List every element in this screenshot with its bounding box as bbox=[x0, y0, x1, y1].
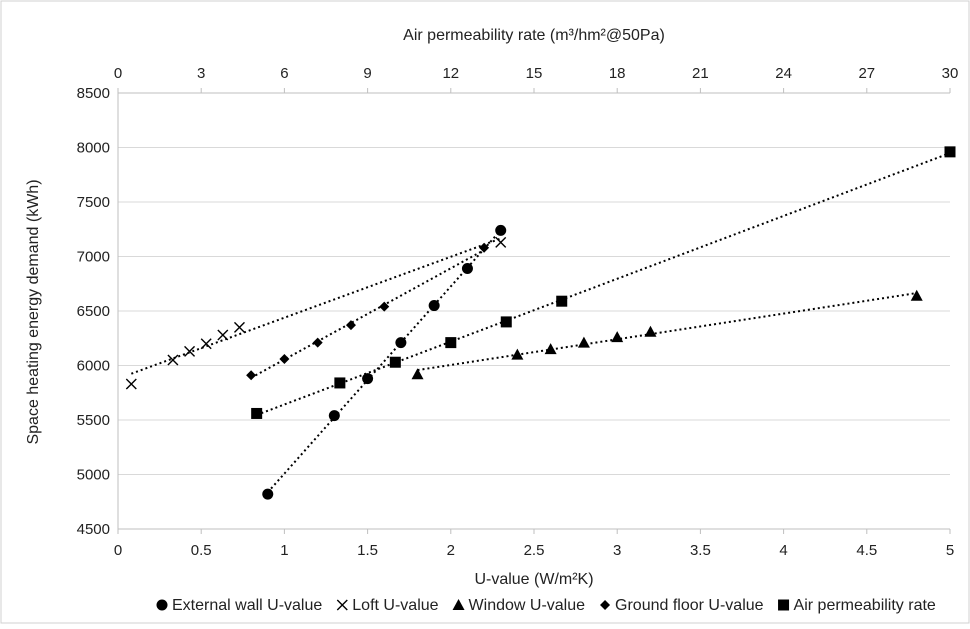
x2-tick-label: 3 bbox=[197, 65, 205, 82]
x2-tick-label: 18 bbox=[609, 65, 626, 82]
x-tick-label: 1 bbox=[280, 542, 288, 559]
x-tick-label: 2 bbox=[447, 542, 455, 559]
x-tick-label: 5 bbox=[946, 542, 954, 559]
x2-tick-label: 12 bbox=[442, 65, 459, 82]
point-loft-u-value bbox=[125, 378, 137, 390]
point-loft-u-value bbox=[200, 338, 212, 350]
legend-label-air-permeability-rate: Air permeability rate bbox=[794, 597, 936, 614]
x-tick-label: 2.5 bbox=[524, 542, 545, 559]
trendline-external-wall-u-value bbox=[267, 229, 502, 493]
x2-tick-label: 27 bbox=[858, 65, 875, 82]
point-external-wall-u-value bbox=[262, 488, 274, 500]
point-air-permeability-rate bbox=[445, 337, 457, 349]
trendline-air-permeability-rate bbox=[256, 152, 951, 416]
marker-layer bbox=[125, 146, 956, 500]
point-external-wall-u-value bbox=[362, 373, 374, 385]
point-loft-u-value bbox=[495, 236, 507, 248]
legend-label-loft-u-value: Loft U-value bbox=[352, 597, 438, 614]
legend-label-ground-floor-u-value: Ground floor U-value bbox=[615, 597, 764, 614]
y-tick-label: 7000 bbox=[77, 249, 110, 266]
y-tick-label: 6500 bbox=[77, 303, 110, 320]
point-ground-floor-u-value bbox=[279, 353, 290, 364]
x-tick-label: 0 bbox=[114, 542, 122, 559]
point-external-wall-u-value bbox=[461, 262, 473, 274]
x-tick-label: 3.5 bbox=[690, 542, 711, 559]
point-loft-u-value bbox=[184, 345, 196, 357]
y-tick-label: 5500 bbox=[77, 412, 110, 429]
y-tick-label: 5000 bbox=[77, 467, 110, 484]
x-tick-label: 4.5 bbox=[856, 542, 877, 559]
trendline-loft-u-value bbox=[130, 237, 502, 375]
x2-tick-label: 24 bbox=[775, 65, 792, 82]
point-air-permeability-rate bbox=[334, 377, 346, 389]
point-external-wall-u-value bbox=[395, 337, 407, 349]
point-ground-floor-u-value bbox=[246, 370, 257, 381]
y-tick-label: 8000 bbox=[77, 140, 110, 157]
x2-tick-label: 9 bbox=[363, 65, 371, 82]
y-axis-title: Space heating energy demand (kWh) bbox=[25, 179, 42, 444]
point-loft-u-value bbox=[167, 354, 179, 366]
legend-marker-air-permeability-rate bbox=[778, 599, 790, 611]
point-loft-u-value bbox=[233, 321, 245, 333]
point-external-wall-u-value bbox=[495, 224, 507, 236]
x-tick-label: 0.5 bbox=[191, 542, 212, 559]
x2-tick-label: 0 bbox=[114, 65, 122, 82]
point-window-u-value bbox=[611, 331, 624, 343]
point-window-u-value bbox=[577, 336, 590, 348]
trendline-window-u-value bbox=[417, 292, 917, 372]
point-air-permeability-rate bbox=[251, 407, 263, 419]
legend-label-window-u-value: Window U-value bbox=[469, 597, 586, 614]
legend-marker-external-wall-u-value bbox=[156, 599, 168, 611]
x-tick-label: 4 bbox=[779, 542, 787, 559]
x-tick-label: 1.5 bbox=[357, 542, 378, 559]
legend: External wall U-value Loft U-value Window … bbox=[156, 597, 936, 614]
x2-tick-label: 6 bbox=[280, 65, 288, 82]
x2-axis-title: Air permeability rate (m³/hm²@50Pa) bbox=[403, 27, 665, 44]
point-air-permeability-rate bbox=[389, 356, 401, 368]
x2-tick-label: 30 bbox=[942, 65, 959, 82]
point-external-wall-u-value bbox=[328, 410, 340, 422]
point-window-u-value bbox=[411, 368, 424, 380]
y-tick-label: 7500 bbox=[77, 194, 110, 211]
point-window-u-value bbox=[910, 289, 923, 301]
point-air-permeability-rate bbox=[556, 295, 568, 307]
legend-marker-ground-floor-u-value bbox=[600, 600, 611, 610]
y-tick-label: 8500 bbox=[77, 85, 110, 102]
legend-label-external-wall-u-value: External wall U-value bbox=[172, 597, 322, 614]
point-air-permeability-rate bbox=[944, 146, 956, 158]
x-tick-label: 3 bbox=[613, 542, 621, 559]
point-ground-floor-u-value bbox=[345, 320, 356, 331]
y-tick-label: 6000 bbox=[77, 358, 110, 375]
x2-tick-label: 15 bbox=[526, 65, 543, 82]
legend-marker-loft-u-value bbox=[336, 599, 348, 611]
point-window-u-value bbox=[644, 325, 657, 337]
point-ground-floor-u-value bbox=[479, 242, 490, 253]
x-axis-title: U-value (W/m²K) bbox=[474, 571, 593, 588]
point-ground-floor-u-value bbox=[379, 301, 390, 312]
point-window-u-value bbox=[544, 343, 557, 355]
x2-tick-label: 21 bbox=[692, 65, 709, 82]
trendline-layer bbox=[130, 152, 951, 493]
point-external-wall-u-value bbox=[428, 300, 440, 312]
legend-marker-window-u-value bbox=[452, 599, 465, 610]
point-loft-u-value bbox=[217, 329, 229, 341]
trendline-ground-floor-u-value bbox=[250, 249, 485, 379]
point-ground-floor-u-value bbox=[312, 337, 323, 348]
point-window-u-value bbox=[511, 348, 524, 360]
y-tick-label: 4500 bbox=[77, 521, 110, 538]
point-air-permeability-rate bbox=[500, 316, 512, 328]
